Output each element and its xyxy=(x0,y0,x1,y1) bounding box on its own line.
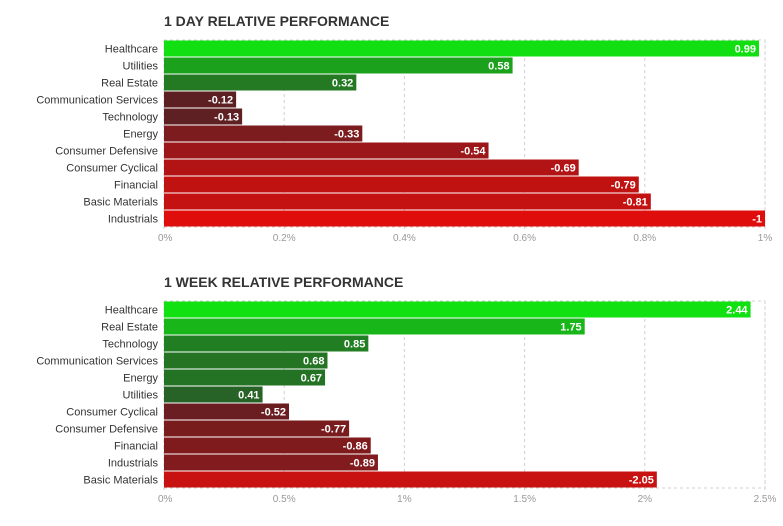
bar xyxy=(164,159,579,176)
value-label: -0.52 xyxy=(261,407,286,419)
category-label: Real Estate xyxy=(101,78,158,90)
category-label: Technology xyxy=(102,112,158,124)
category-label: Real Estate xyxy=(101,322,158,334)
bar xyxy=(164,369,326,386)
category-label: Healthcare xyxy=(105,305,158,317)
bar xyxy=(164,352,328,369)
chart-title-1week: 1 WEEK RELATIVE PERFORMANCE xyxy=(164,274,404,290)
value-label: 1.75 xyxy=(560,322,581,334)
bar xyxy=(164,108,243,125)
bar xyxy=(164,420,350,437)
category-label: Financial xyxy=(114,180,158,192)
value-label: -0.33 xyxy=(334,129,359,141)
bar xyxy=(164,74,357,91)
value-label: -0.69 xyxy=(551,163,576,175)
bar-chart-1day: 0% 0.2% 0.4% 0.6% 0.8% 1% Healthcare 0.99 Utilit… xyxy=(36,39,773,244)
value-label: 0.67 xyxy=(301,373,322,385)
bar xyxy=(164,318,585,335)
value-label: -0.79 xyxy=(611,180,636,192)
bar xyxy=(164,335,369,352)
value-label: -0.77 xyxy=(321,424,346,436)
x-tick-label: 0% xyxy=(158,233,173,244)
x-tick-label: 2.5% xyxy=(754,494,777,505)
bar xyxy=(164,40,759,57)
bar xyxy=(164,454,378,471)
value-label: -0.12 xyxy=(208,95,233,107)
bar-chart-1week: 0% 0.5% 1% 1.5% 2% 2.5% Healthcare 2.44 Real Est… xyxy=(36,300,777,505)
category-label: Consumer Cyclical xyxy=(66,407,158,419)
category-label: Consumer Defensive xyxy=(55,146,158,158)
value-label: -1 xyxy=(752,214,762,226)
value-label: -0.86 xyxy=(343,441,368,453)
value-label: 0.58 xyxy=(488,61,509,73)
bar xyxy=(164,176,639,193)
value-label: 0.99 xyxy=(735,44,756,56)
x-tick-label: 1% xyxy=(758,233,773,244)
chart-title-1day: 1 DAY RELATIVE PERFORMANCE xyxy=(164,13,390,29)
x-tick-label: 0.2% xyxy=(273,233,296,244)
x-tick-label: 0.4% xyxy=(393,233,416,244)
x-tick-label: 0% xyxy=(158,494,173,505)
category-label: Basic Materials xyxy=(83,475,158,487)
x-tick-label: 1% xyxy=(397,494,412,505)
category-label: Basic Materials xyxy=(83,197,158,209)
x-tick-label: 0.5% xyxy=(273,494,296,505)
bar xyxy=(164,91,237,108)
bar xyxy=(164,125,363,142)
value-label: -0.81 xyxy=(623,197,648,209)
x-tick-label: 0.8% xyxy=(633,233,656,244)
x-tick-label: 0.6% xyxy=(513,233,536,244)
value-label: 0.41 xyxy=(238,390,259,402)
category-label: Financial xyxy=(114,441,158,453)
category-label: Communication Services xyxy=(36,356,158,368)
value-label: 0.32 xyxy=(332,78,353,90)
category-label: Industrials xyxy=(108,458,159,470)
bar xyxy=(164,57,513,74)
bar xyxy=(164,471,657,488)
bar xyxy=(164,301,751,318)
category-label: Industrials xyxy=(108,214,159,226)
category-label: Consumer Cyclical xyxy=(66,163,158,175)
category-label: Technology xyxy=(102,339,158,351)
category-label: Consumer Defensive xyxy=(55,424,158,436)
value-label: 2.44 xyxy=(726,305,748,317)
bar xyxy=(164,437,371,454)
value-label: -0.89 xyxy=(350,458,375,470)
x-tick-label: 2% xyxy=(638,494,653,505)
x-tick-label: 1.5% xyxy=(513,494,536,505)
category-label: Utilities xyxy=(123,61,159,73)
category-label: Healthcare xyxy=(105,44,158,56)
category-label: Energy xyxy=(123,129,158,141)
value-label: 0.68 xyxy=(303,356,324,368)
value-label: -2.05 xyxy=(629,475,654,487)
bar xyxy=(164,386,263,403)
category-label: Energy xyxy=(123,373,158,385)
value-label: 0.85 xyxy=(344,339,365,351)
category-label: Communication Services xyxy=(36,95,158,107)
category-label: Utilities xyxy=(123,390,159,402)
value-label: -0.54 xyxy=(460,146,486,158)
bar xyxy=(164,403,290,420)
bar xyxy=(164,193,651,210)
value-label: -0.13 xyxy=(214,112,239,124)
bar xyxy=(164,210,765,227)
bar xyxy=(164,142,489,159)
